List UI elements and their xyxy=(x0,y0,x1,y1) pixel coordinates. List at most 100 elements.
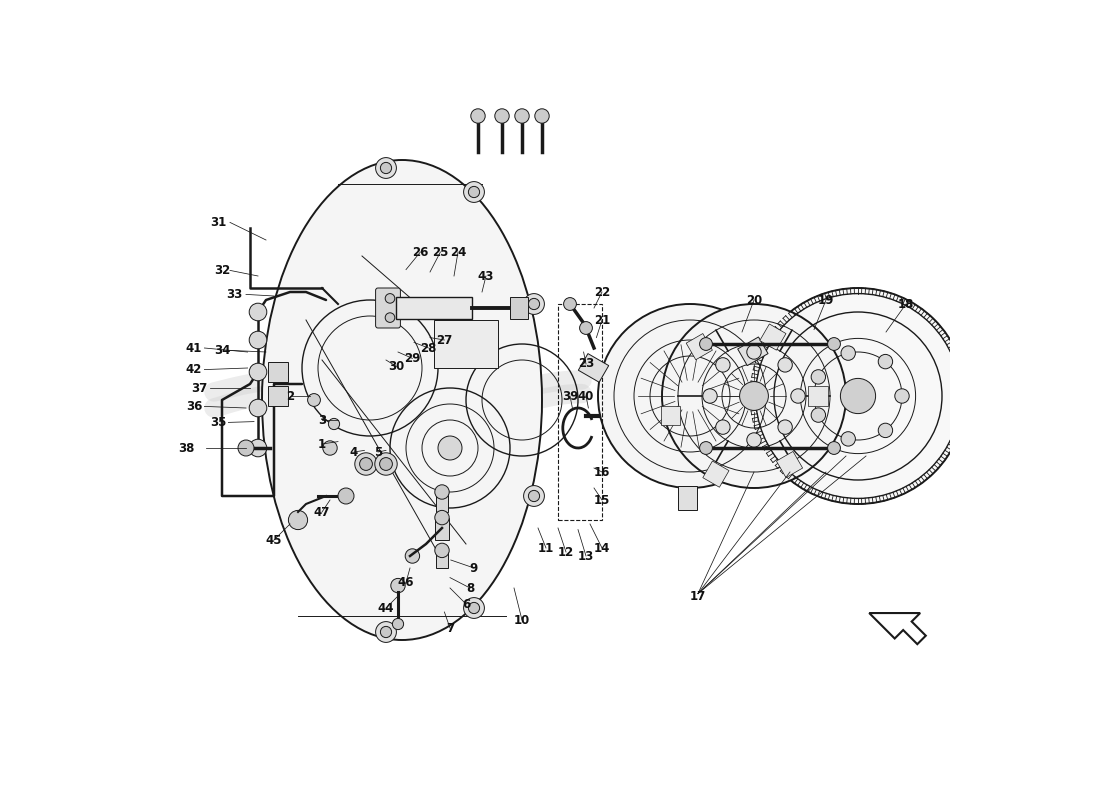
Circle shape xyxy=(375,453,397,475)
Circle shape xyxy=(716,420,730,434)
Circle shape xyxy=(379,458,393,470)
Text: 1: 1 xyxy=(318,438,326,450)
Text: 46: 46 xyxy=(398,576,415,589)
Text: 18: 18 xyxy=(898,298,914,310)
Text: 8: 8 xyxy=(466,582,474,594)
Circle shape xyxy=(840,378,876,414)
Circle shape xyxy=(385,294,395,303)
Bar xyxy=(558,304,602,520)
Circle shape xyxy=(524,486,544,506)
Circle shape xyxy=(842,346,856,360)
Circle shape xyxy=(438,436,462,460)
Circle shape xyxy=(329,418,340,430)
Text: 2: 2 xyxy=(286,390,294,402)
Circle shape xyxy=(811,370,826,384)
Circle shape xyxy=(778,358,792,372)
Text: 38: 38 xyxy=(178,442,195,454)
Text: 24: 24 xyxy=(450,246,466,258)
Text: 37: 37 xyxy=(191,382,208,394)
Circle shape xyxy=(515,109,529,123)
Text: 9: 9 xyxy=(470,562,478,574)
Circle shape xyxy=(381,626,392,638)
Circle shape xyxy=(381,162,392,174)
Circle shape xyxy=(385,313,395,322)
Text: 33: 33 xyxy=(226,288,242,301)
Circle shape xyxy=(250,439,267,457)
Circle shape xyxy=(524,294,544,314)
Circle shape xyxy=(791,389,805,403)
Text: 15: 15 xyxy=(594,494,610,506)
Text: 28: 28 xyxy=(420,342,437,354)
Circle shape xyxy=(463,182,484,202)
Bar xyxy=(777,451,803,478)
Text: 34: 34 xyxy=(213,344,230,357)
Circle shape xyxy=(434,543,449,558)
Circle shape xyxy=(469,602,480,614)
Text: 20: 20 xyxy=(746,294,762,306)
Text: 35: 35 xyxy=(210,416,227,429)
Circle shape xyxy=(750,288,966,504)
Circle shape xyxy=(528,490,540,502)
Text: eurospares: eurospares xyxy=(323,388,473,412)
Circle shape xyxy=(390,578,405,593)
Bar xyxy=(678,486,697,510)
Text: 36: 36 xyxy=(186,400,202,413)
Circle shape xyxy=(288,510,308,530)
Text: 17: 17 xyxy=(690,590,706,602)
Circle shape xyxy=(471,109,485,123)
Circle shape xyxy=(528,298,540,310)
Text: 26: 26 xyxy=(412,246,429,258)
Bar xyxy=(268,386,287,406)
Text: 19: 19 xyxy=(817,294,834,306)
Text: 45: 45 xyxy=(266,534,283,546)
Text: 41: 41 xyxy=(186,342,202,354)
Bar xyxy=(760,324,786,350)
Circle shape xyxy=(250,303,267,321)
Bar xyxy=(738,337,768,366)
Bar xyxy=(434,518,449,540)
Circle shape xyxy=(322,441,338,455)
Text: 16: 16 xyxy=(594,466,610,478)
Text: 40: 40 xyxy=(578,390,594,402)
Circle shape xyxy=(250,399,267,417)
Circle shape xyxy=(434,485,449,499)
Circle shape xyxy=(700,338,713,350)
Bar xyxy=(579,354,608,382)
Circle shape xyxy=(842,432,856,446)
Circle shape xyxy=(747,345,761,359)
Text: 47: 47 xyxy=(314,506,330,518)
Text: 14: 14 xyxy=(594,542,610,554)
Circle shape xyxy=(355,453,377,475)
Circle shape xyxy=(375,158,396,178)
Circle shape xyxy=(375,622,396,642)
Bar xyxy=(808,386,827,406)
Circle shape xyxy=(778,420,792,434)
Circle shape xyxy=(747,433,761,447)
Circle shape xyxy=(434,510,449,525)
FancyBboxPatch shape xyxy=(375,288,400,328)
Circle shape xyxy=(827,338,840,350)
Circle shape xyxy=(827,442,840,454)
Text: 12: 12 xyxy=(558,546,574,558)
Circle shape xyxy=(360,458,373,470)
Bar xyxy=(436,550,448,568)
Text: 32: 32 xyxy=(213,264,230,277)
Circle shape xyxy=(308,394,320,406)
Circle shape xyxy=(463,598,484,618)
Circle shape xyxy=(598,304,782,488)
Text: 11: 11 xyxy=(538,542,554,554)
Circle shape xyxy=(393,618,404,630)
Text: 6: 6 xyxy=(462,598,470,610)
Text: 4: 4 xyxy=(350,446,359,458)
Circle shape xyxy=(700,442,713,454)
Circle shape xyxy=(250,331,267,349)
Circle shape xyxy=(563,298,576,310)
Text: 43: 43 xyxy=(477,270,494,282)
Text: 25: 25 xyxy=(432,246,449,258)
Circle shape xyxy=(469,186,480,198)
Text: 3: 3 xyxy=(318,414,326,426)
Circle shape xyxy=(878,354,892,369)
Text: 44: 44 xyxy=(377,602,394,614)
Bar xyxy=(686,334,713,360)
Bar xyxy=(396,297,472,319)
